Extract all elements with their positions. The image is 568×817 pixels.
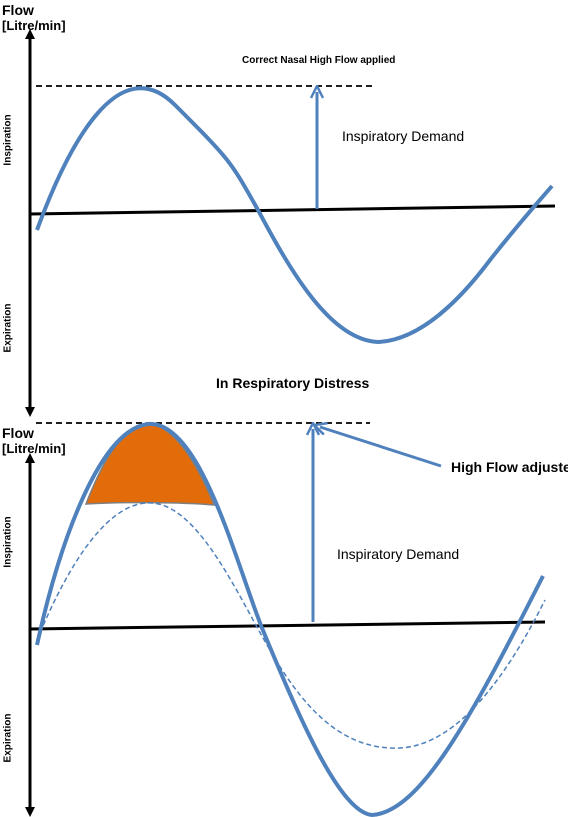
top-y-label-unit: [Litre/min]: [2, 18, 66, 33]
section-title: In Respiratory Distress: [216, 375, 370, 391]
bottom-y-label-flow: Flow: [2, 425, 34, 441]
flow-deficit-area: [84, 423, 216, 506]
top-inspiratory-demand-label: Inspiratory Demand: [342, 128, 465, 144]
top-x-axis: [29, 204, 556, 216]
bottom-y-label-unit: [Litre/min]: [2, 441, 66, 456]
bottom-x-axis: [29, 620, 546, 631]
top-flow-curve: [35, 86, 554, 345]
high-flow-adjusted-pointer: [320, 427, 442, 468]
top-y-label-flow: Flow: [2, 2, 34, 18]
high-flow-adjusted-label: High Flow adjusted: [451, 459, 568, 475]
high-flow-curve: [35, 421, 545, 817]
patient-flow-curve-dashed: [36, 502, 546, 749]
top-title: Correct Nasal High Flow applied: [242, 55, 396, 66]
bottom-inspiratory-demand-label: Inspiratory Demand: [337, 546, 460, 562]
